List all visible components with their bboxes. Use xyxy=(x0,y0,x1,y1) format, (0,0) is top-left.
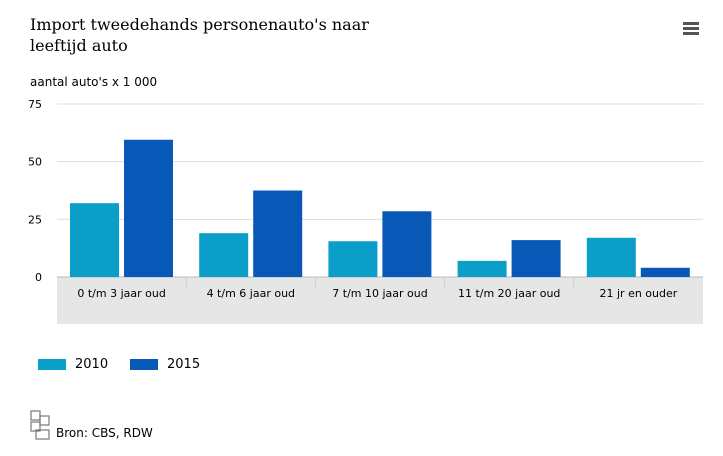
y-tick-label: 25 xyxy=(28,213,42,226)
y-axis-unit-label: aantal auto's x 1 000 xyxy=(30,75,158,89)
bar-2015 xyxy=(640,267,690,277)
bar-2010 xyxy=(457,260,507,277)
x-tick-label: 0 t/m 3 jaar oud xyxy=(77,287,165,300)
y-tick-label: 75 xyxy=(28,98,42,111)
bar-2010 xyxy=(199,233,249,277)
legend-item-2010[interactable]: 2010 xyxy=(38,357,108,372)
x-axis-band xyxy=(57,277,703,324)
y-tick-label: 50 xyxy=(28,156,42,169)
y-tick-label: 0 xyxy=(35,271,42,284)
legend-swatch xyxy=(38,359,66,370)
legend-item-2015[interactable]: 2015 xyxy=(130,357,200,372)
bar-2015 xyxy=(382,211,432,277)
x-tick-label: 4 t/m 6 jaar oud xyxy=(207,287,295,300)
bar-2010 xyxy=(70,203,119,277)
menu-icon-bar xyxy=(683,32,699,35)
x-tick-label: 21 jr en ouder xyxy=(600,287,678,300)
bar-2015 xyxy=(253,190,303,277)
bar-2010 xyxy=(328,241,378,277)
source-note: Bron: CBS, RDW xyxy=(56,426,153,440)
menu-icon[interactable] xyxy=(680,20,702,38)
bar-2010 xyxy=(586,237,636,277)
bar-2015 xyxy=(511,240,561,277)
bar-2015 xyxy=(124,139,173,277)
legend-label: 2015 xyxy=(167,357,201,372)
chart-title: Import tweedehands personenauto's naar l… xyxy=(30,15,369,55)
legend-swatch xyxy=(130,359,158,370)
x-tick-label: 7 t/m 10 jaar oud xyxy=(332,287,427,300)
menu-icon-bar xyxy=(683,27,699,30)
legend-label: 2010 xyxy=(75,357,109,372)
menu-icon-bar xyxy=(683,22,699,25)
x-tick-label: 11 t/m 20 jaar oud xyxy=(458,287,560,300)
cbs-logo-icon xyxy=(30,410,50,440)
